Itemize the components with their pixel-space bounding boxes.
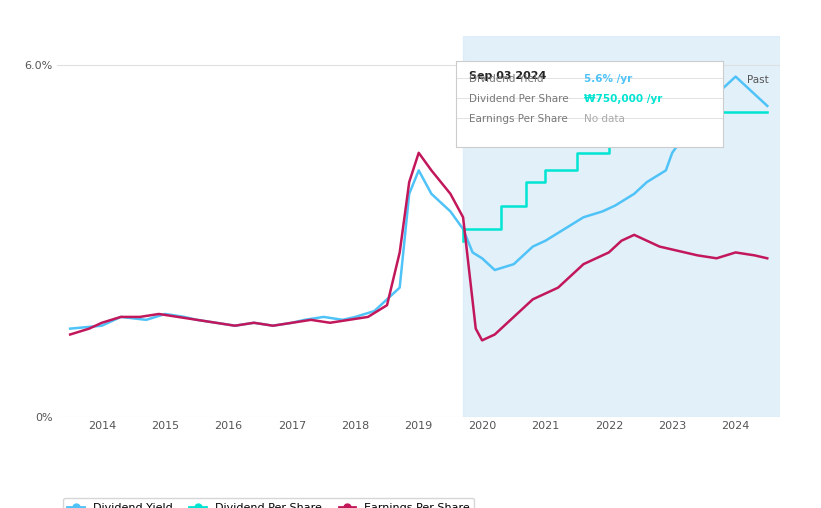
Text: Past: Past [747, 75, 768, 84]
Text: ₩750,000 /yr: ₩750,000 /yr [584, 94, 663, 104]
Text: Dividend Per Share: Dividend Per Share [469, 94, 569, 104]
Text: Earnings Per Share: Earnings Per Share [469, 114, 568, 124]
Bar [463, 36, 780, 417]
Text: Sep 03 2024: Sep 03 2024 [469, 71, 547, 81]
Legend: Dividend Yield, Dividend Per Share, Earnings Per Share: Dividend Yield, Dividend Per Share, Earn… [63, 498, 475, 508]
Text: No data: No data [584, 114, 625, 124]
Text: 5.6% /yr: 5.6% /yr [584, 74, 632, 84]
Text: Dividend Yield: Dividend Yield [469, 74, 544, 84]
